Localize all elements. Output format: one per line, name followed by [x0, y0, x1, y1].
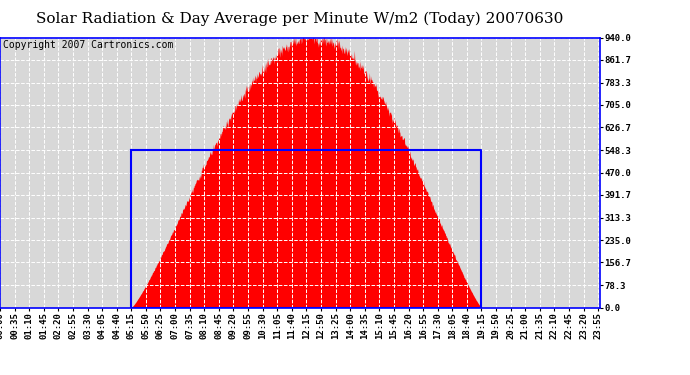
Text: Copyright 2007 Cartronics.com: Copyright 2007 Cartronics.com: [3, 40, 173, 50]
Text: Solar Radiation & Day Average per Minute W/m2 (Today) 20070630: Solar Radiation & Day Average per Minute…: [37, 11, 564, 26]
